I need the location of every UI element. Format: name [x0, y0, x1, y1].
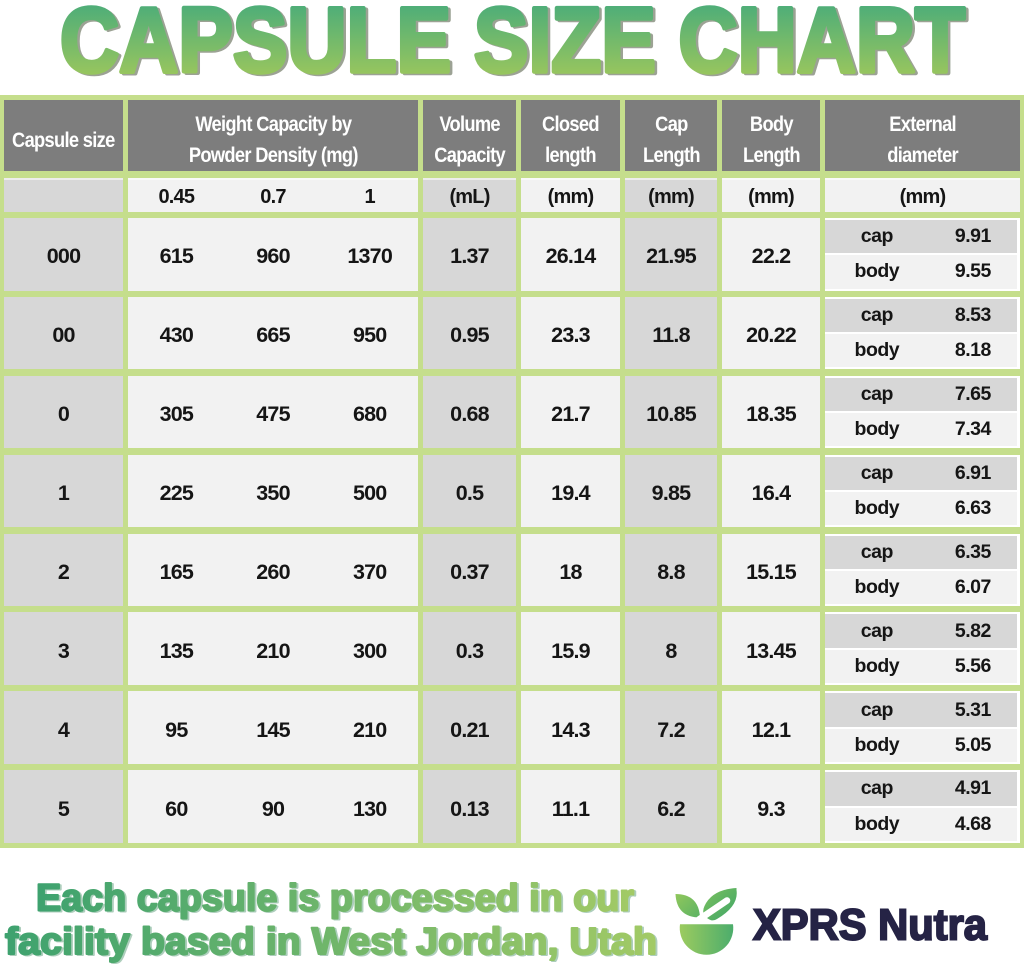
svg-text:CAPSULE SIZE CHART: CAPSULE SIZE CHART [60, 0, 965, 90]
svg-text:facility based in West Jordan,: facility based in West Jordan, Utah [7, 922, 659, 964]
svg-text:XPRS Nutra: XPRS Nutra [753, 901, 988, 949]
svg-text:Each capsule is processed in o: Each capsule is processed in our [36, 878, 634, 920]
svg-text:facility based in West Jordan,: facility based in West Jordan, Utah [5, 921, 657, 963]
svg-text:CAPSULE SIZE CHART: CAPSULE SIZE CHART [63, 0, 968, 90]
svg-text:Each capsule is processed in o: Each capsule is processed in our [38, 879, 636, 921]
